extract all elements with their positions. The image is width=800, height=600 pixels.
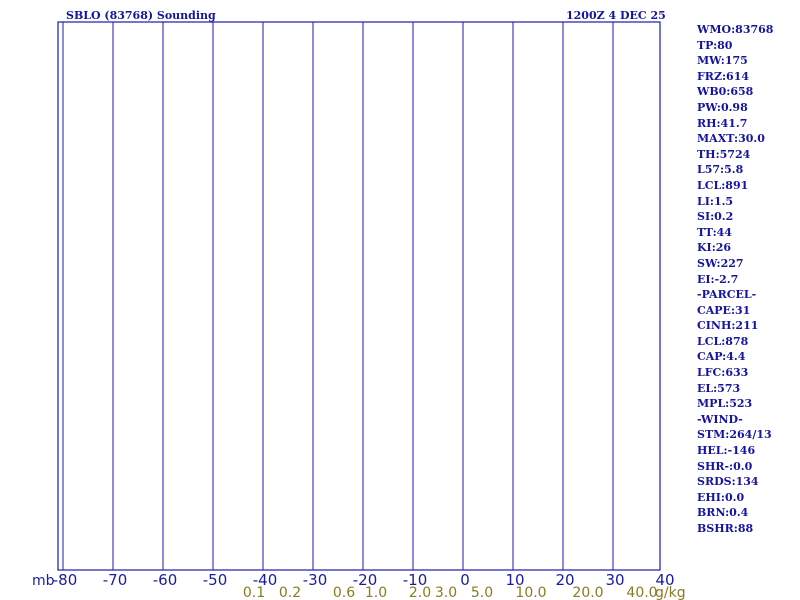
sounding-parameter: BSHR:88 (697, 522, 754, 535)
mixing-ratio-tick-label: 2.0 (409, 585, 431, 600)
axis-labels: 100200300400500600700800900100016570 m14… (32, 571, 686, 600)
sounding-parameter: MAXT:30.0 (697, 132, 765, 146)
temperature-tick-label: -10 (403, 571, 428, 589)
mixing-ratio-tick-label: 40.0 (626, 585, 657, 600)
mixing-ratio-tick-label: 1.0 (365, 585, 387, 600)
mixing-ratio-tick-label: 20.0 (572, 585, 603, 600)
temperature-tick-label: -70 (103, 571, 128, 589)
temperature-tick-label: -80 (53, 571, 78, 589)
sounding-parameter: BRN:0.4 (697, 506, 749, 520)
sounding-parameter: LFC:633 (697, 366, 749, 380)
sounding-parameter: CAPE:31 (697, 303, 751, 317)
sounding-parameter: EI:-2.7 (697, 272, 739, 286)
mixing-ratio-tick-label: 0.6 (333, 585, 355, 600)
sounding-parameter: MW:175 (697, 54, 748, 68)
sounding-parameter: TT:44 (697, 225, 732, 239)
sounding-parameter: SRDS:134 (697, 475, 759, 489)
sounding-parameter: LCL:878 (697, 334, 749, 348)
chart-title: SBLO (83768) Sounding (66, 9, 216, 22)
sounding-parameter: EHI:0.0 (697, 490, 745, 504)
temperature-tick-label: 20 (555, 571, 574, 589)
temperature-tick-label: 30 (605, 571, 624, 589)
chart-background (58, 22, 660, 570)
sounding-parameter: PW:0.98 (697, 100, 748, 114)
sounding-parameter: SI:0.2 (697, 210, 734, 224)
sounding-parameter: CINH:211 (697, 319, 759, 333)
sounding-parameter: -WIND- (697, 412, 743, 426)
mixing-ratio-tick-label: 3.0 (435, 585, 457, 600)
mixing-ratio-tick-label: 10.0 (515, 585, 546, 600)
temperature-tick-label: -50 (203, 571, 228, 589)
mixing-ratio-tick-label: 0.1 (243, 585, 265, 600)
sounding-parameter: TH:5724 (697, 147, 751, 161)
temperature-tick-label: -60 (153, 571, 178, 589)
temperature-tick-label: 0 (460, 571, 470, 589)
sounding-parameter: EL:573 (697, 381, 741, 395)
sounding-parameter: CAP:4.4 (697, 350, 746, 364)
plot-area (58, 22, 660, 570)
sounding-parameter: WMO:83768 (697, 23, 774, 36)
sounding-parameter: LCL:891 (697, 178, 749, 192)
sounding-parameter: SW:227 (697, 256, 744, 270)
mixing-ratio-unit-label: g/kg (655, 585, 686, 600)
mixing-ratio-tick-label: 0.2 (279, 585, 301, 600)
sounding-parameter: -PARCEL- (697, 288, 757, 302)
temperature-tick-label: 40 (655, 571, 674, 589)
sounding-parameter: SHR-:0.0 (697, 459, 753, 473)
temperature-tick-label: 10 (505, 571, 524, 589)
chart-datetime: 1200Z 4 DEC 25 (566, 9, 666, 22)
pressure-unit-label: mb (32, 573, 55, 589)
sounding-parameter: STM:264/13 (697, 428, 772, 442)
sounding-parameter: L57:5.8 (697, 163, 744, 177)
sounding-parameters: WMO:83768 TP:80 MW:175 FRZ:614 WB0:658 PW:0.9… (697, 22, 800, 537)
chart-grid (57, 21, 661, 571)
temperature-tick-label: -20 (353, 571, 378, 589)
sounding-parameter: WB0:658 (697, 85, 754, 99)
mixing-ratio-tick-label: 5.0 (471, 585, 493, 600)
sounding-parameter: FRZ:614 (697, 69, 750, 83)
sounding-parameter: KI:26 (697, 241, 732, 255)
sounding-parameter: MPL:523 (697, 397, 753, 411)
sounding-parameter: LI:1.5 (697, 194, 734, 208)
temperature-tick-label: -40 (253, 571, 278, 589)
plot-border (57, 21, 661, 571)
sounding-parameter: TP:80 (697, 38, 733, 52)
sounding-parameter: HEL:-146 (697, 444, 756, 458)
temperature-tick-label: -30 (303, 571, 328, 589)
sounding-parameter: RH:41.7 (697, 116, 748, 130)
